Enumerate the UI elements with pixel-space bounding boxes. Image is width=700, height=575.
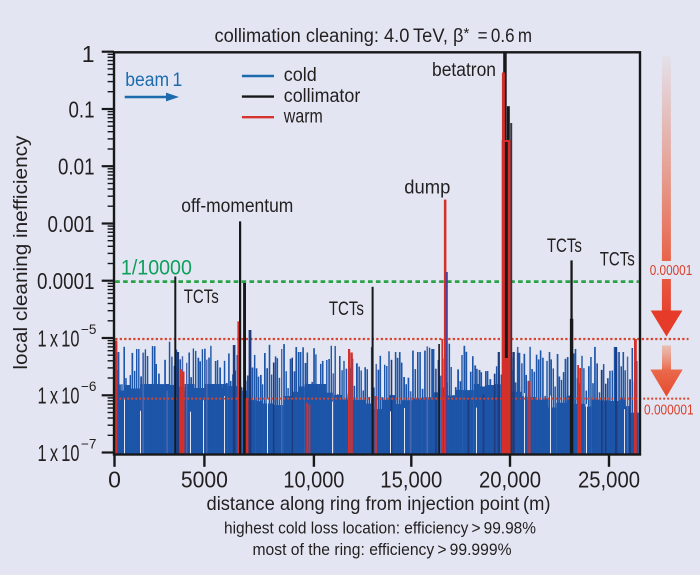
svg-text:cold: cold	[284, 65, 317, 86]
svg-text:−6: −6	[81, 379, 97, 394]
svg-text:dump: dump	[404, 177, 450, 198]
svg-text:TCTs: TCTs	[547, 236, 582, 257]
svg-text:0.00001: 0.00001	[650, 263, 693, 279]
svg-text:off-momentum: off-momentum	[181, 196, 293, 217]
svg-text:0.01: 0.01	[58, 154, 95, 180]
svg-text:0.1: 0.1	[69, 96, 95, 122]
svg-text:distance along ring from injec: distance along ring from injection point…	[207, 493, 551, 515]
svg-text:beam 1: beam 1	[125, 70, 182, 91]
svg-text:20,000: 20,000	[479, 467, 541, 493]
svg-text:most of the ring: efficiency >: most of the ring: efficiency > 99.999%	[253, 541, 512, 559]
svg-text:10,000: 10,000	[283, 467, 344, 493]
svg-text:0.001: 0.001	[48, 211, 95, 237]
svg-text:15,000: 15,000	[380, 467, 442, 493]
svg-text:TCTs: TCTs	[329, 299, 364, 320]
svg-text:*: *	[464, 25, 470, 42]
svg-text:TCTs: TCTs	[600, 249, 635, 270]
svg-text:1 x 10: 1 x 10	[38, 383, 80, 409]
svg-text:0.0001: 0.0001	[37, 268, 95, 294]
svg-text:−5: −5	[81, 322, 97, 337]
svg-text:highest cold loss location: ef: highest cold loss location: efficiency >…	[224, 519, 536, 537]
svg-text:local cleaning inefficiency: local cleaning inefficiency	[10, 135, 32, 369]
svg-text:5000: 5000	[181, 467, 228, 493]
svg-text:0: 0	[108, 467, 121, 493]
svg-text:1 x 10: 1 x 10	[38, 440, 80, 466]
svg-text:0.000001: 0.000001	[644, 402, 694, 418]
svg-text:collimation cleaning: 4.0 TeV,: collimation cleaning: 4.0 TeV, β	[215, 26, 464, 47]
svg-text:TCTs: TCTs	[184, 287, 219, 308]
svg-text:25,000: 25,000	[578, 467, 640, 493]
svg-text:−7: −7	[81, 436, 97, 451]
svg-text:1/10000: 1/10000	[121, 255, 192, 279]
svg-text:collimator: collimator	[284, 86, 361, 107]
svg-text:betatron: betatron	[432, 60, 496, 81]
svg-text:warm: warm	[283, 106, 323, 127]
svg-text:1 x 10: 1 x 10	[38, 325, 80, 351]
svg-text:= 0.6 m: = 0.6 m	[478, 26, 532, 47]
svg-text:1: 1	[82, 41, 95, 67]
